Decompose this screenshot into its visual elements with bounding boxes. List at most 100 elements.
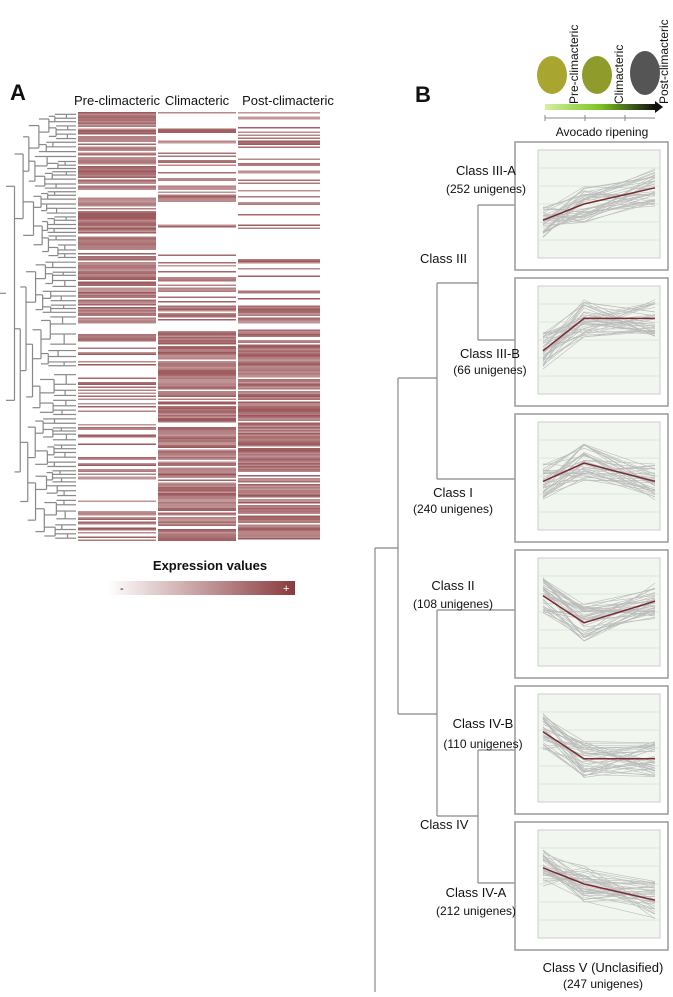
profile-line — [542, 606, 656, 636]
heatmap-row — [158, 373, 236, 375]
heatmap-row — [78, 160, 156, 162]
heatmap-row — [158, 412, 236, 414]
heatmap-row — [78, 340, 156, 342]
heatmap-row — [78, 265, 156, 267]
heatmap-row — [238, 214, 320, 216]
heatmap-row — [78, 199, 156, 201]
heatmap-row — [238, 380, 320, 382]
heatmap-row — [238, 460, 320, 462]
heatmap-row — [78, 383, 156, 385]
heatmap-row — [238, 350, 320, 352]
heatmap-row — [238, 442, 320, 444]
heatmap-row — [78, 352, 156, 354]
heatmap-row — [238, 403, 320, 405]
heatmap-row — [158, 343, 236, 345]
heatmap-row — [238, 341, 320, 343]
heatmap-row — [78, 227, 156, 229]
profile-line — [542, 465, 656, 498]
heatmap-row — [238, 413, 320, 415]
heatmap-row — [238, 526, 320, 528]
heatmap-row — [158, 331, 236, 333]
heatmap-row — [158, 494, 236, 496]
heatmap-row — [78, 245, 156, 247]
heatmap-row — [78, 292, 156, 294]
heatmap-row — [158, 353, 236, 355]
heatmap-row — [238, 308, 320, 310]
heatmap-row — [158, 485, 236, 487]
heatmap-row — [238, 439, 320, 441]
axis-label: Avocado ripening — [556, 125, 649, 139]
heatmap-row — [78, 148, 156, 150]
profile-line — [542, 199, 656, 219]
heatmap-row — [158, 370, 236, 372]
profile-line — [542, 464, 656, 492]
heatmap-row — [238, 520, 320, 522]
heatmap-row — [238, 182, 320, 184]
heatmap-row — [238, 533, 320, 535]
heatmap-row — [238, 521, 320, 523]
heatmap-row — [78, 517, 156, 519]
heatmap-row — [158, 349, 236, 351]
heatmap-row — [238, 511, 320, 513]
heatmap-row — [78, 272, 156, 274]
heatmap-row — [158, 337, 236, 339]
heatmap-row — [78, 301, 156, 303]
profile-line — [542, 468, 656, 491]
profile-line — [542, 176, 656, 224]
heatmap-row — [78, 140, 156, 142]
heatmap-row — [158, 380, 236, 382]
heatmap-row — [158, 374, 236, 376]
heatmap-row — [238, 424, 320, 426]
class-count: (66 unigenes) — [453, 363, 526, 377]
heatmap-row — [158, 155, 236, 157]
heatmap-row — [78, 223, 156, 225]
heatmap-row — [78, 253, 156, 255]
profile-line — [542, 194, 656, 221]
heatmap-row — [158, 514, 236, 516]
heatmap-row — [158, 340, 236, 342]
heatmap-row — [158, 310, 236, 312]
heatmap-row — [78, 500, 156, 502]
heatmap-row — [238, 259, 320, 261]
heatmap-row — [78, 262, 156, 264]
profile-line — [542, 730, 656, 778]
heatmap-row — [158, 368, 236, 370]
heatmap-row — [78, 173, 156, 175]
heatmap-row — [78, 428, 156, 430]
heatmap-row — [78, 218, 156, 220]
heatmap-row — [158, 491, 236, 493]
heatmap-row — [78, 532, 156, 534]
profile-line — [542, 871, 656, 900]
heatmap-row — [238, 452, 320, 454]
heatmap-row — [238, 322, 320, 324]
heatmap-row — [238, 484, 320, 486]
heatmap-row — [158, 403, 236, 405]
heatmap-row — [78, 242, 156, 244]
heatmap-row — [158, 437, 236, 439]
heatmap-row — [238, 524, 320, 526]
heatmap-row — [78, 205, 156, 207]
heatmap-row — [238, 307, 320, 309]
heatmap-row — [238, 419, 320, 421]
class-tree — [374, 204, 515, 997]
heatmap-row — [238, 196, 320, 198]
heatmap-row — [78, 152, 156, 154]
profile-line — [542, 193, 656, 225]
heatmap-row — [238, 407, 320, 409]
heatmap-row — [78, 289, 156, 291]
heatmap-row — [78, 514, 156, 516]
heatmap-row — [158, 461, 236, 463]
heatmap-row — [158, 413, 236, 415]
heatmap-row — [78, 347, 156, 349]
heatmap-row — [158, 265, 236, 267]
heatmap-row — [238, 392, 320, 394]
mean-profile — [542, 867, 656, 901]
profile-line — [542, 579, 656, 628]
heatmap-row — [78, 269, 156, 271]
heatmap-row — [238, 466, 320, 468]
heatmap-row — [238, 319, 320, 321]
heatmap-row — [78, 118, 156, 120]
heatmap-row — [78, 113, 156, 115]
profile-line — [542, 875, 656, 884]
heatmap-row — [158, 439, 236, 441]
